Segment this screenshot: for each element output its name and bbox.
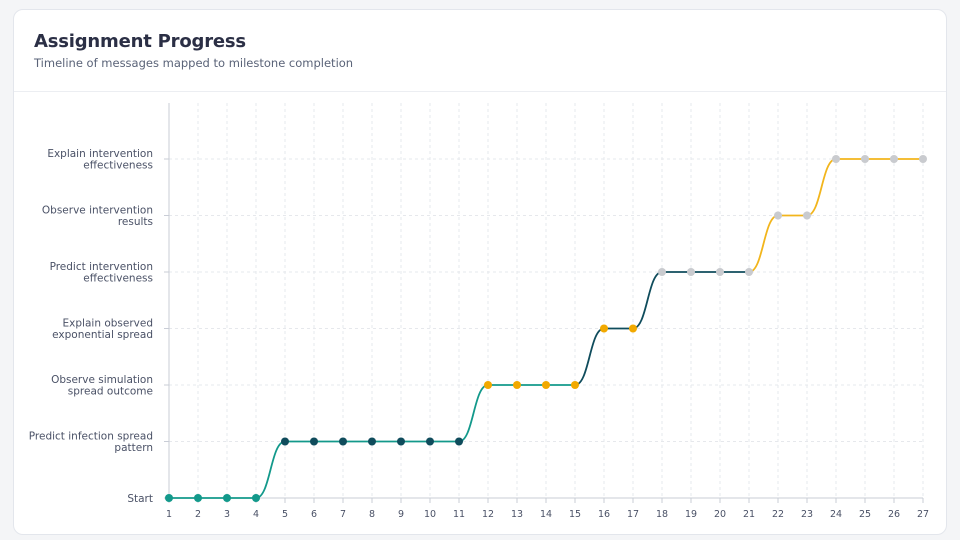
chart-title: Assignment Progress [34, 31, 246, 52]
x-tick-label-19: 19 [685, 509, 697, 520]
data-point-2 [194, 494, 202, 502]
data-point-25 [861, 155, 869, 163]
x-tick-label-6: 6 [311, 509, 317, 520]
x-tick-label-11: 11 [453, 509, 465, 520]
data-point-17 [629, 324, 637, 333]
x-tick-label-12: 12 [482, 509, 494, 520]
y-tick-label-1: Predict infection spread pattern [29, 430, 153, 454]
data-point-21 [745, 268, 753, 276]
data-point-22 [774, 211, 782, 220]
x-tick-label-15: 15 [569, 509, 581, 520]
data-point-3 [223, 494, 231, 502]
progress-line-segment-2 [458, 384, 575, 443]
data-point-27 [919, 155, 927, 163]
data-point-12 [484, 381, 492, 389]
chart-subtitle: Timeline of messages mapped to milestone… [34, 56, 354, 70]
data-point-16 [600, 324, 608, 333]
data-point-5 [281, 437, 289, 446]
data-point-26 [890, 155, 898, 163]
x-tick-label-24: 24 [830, 509, 842, 520]
x-tick-label-16: 16 [598, 509, 610, 520]
card-header: Assignment Progress Timeline of messages… [14, 10, 946, 92]
data-point-15 [571, 381, 579, 389]
x-tick-label-10: 10 [424, 509, 436, 520]
data-point-1 [165, 494, 173, 502]
data-point-23 [803, 211, 811, 220]
x-tick-label-5: 5 [282, 509, 288, 520]
data-point-8 [368, 437, 376, 446]
progress-line-segment-3 [574, 271, 663, 386]
x-tick-label-22: 22 [772, 509, 784, 520]
data-point-10 [426, 437, 434, 446]
data-point-14 [542, 381, 550, 389]
x-tick-label-7: 7 [340, 509, 346, 520]
data-point-13 [513, 381, 521, 389]
y-tick-label-5: Observe intervention results [42, 204, 153, 228]
y-tick-label-0: Start [127, 493, 153, 505]
data-point-9 [397, 437, 405, 446]
y-tick-label-6: Explain intervention effectiveness [47, 148, 153, 172]
y-tick-label-4: Predict intervention effectiveness [50, 261, 153, 285]
x-tick-label-9: 9 [398, 509, 404, 520]
data-point-11 [455, 437, 463, 446]
data-point-6 [310, 437, 318, 446]
x-tick-label-20: 20 [714, 509, 726, 520]
x-tick-label-4: 4 [253, 509, 259, 520]
data-point-7 [339, 437, 347, 446]
x-tick-label-1: 1 [166, 509, 172, 520]
x-tick-label-26: 26 [888, 509, 900, 520]
x-tick-label-25: 25 [859, 509, 871, 520]
x-tick-label-17: 17 [627, 509, 639, 520]
data-point-20 [716, 268, 724, 276]
x-tick-label-14: 14 [540, 509, 552, 520]
y-tick-label-2: Observe simulation spread outcome [51, 374, 153, 398]
data-point-4 [252, 494, 260, 502]
x-tick-label-18: 18 [656, 509, 668, 520]
x-tick-label-2: 2 [195, 509, 201, 520]
x-tick-label-27: 27 [917, 509, 929, 520]
x-tick-label-8: 8 [369, 509, 375, 520]
x-tick-label-3: 3 [224, 509, 230, 520]
data-point-18 [658, 268, 666, 276]
x-tick-label-21: 21 [743, 509, 755, 520]
y-tick-label-3: Explain observed exponential spread [52, 317, 153, 341]
data-point-19 [687, 268, 695, 276]
x-tick-label-13: 13 [511, 509, 523, 520]
data-point-24 [832, 155, 840, 163]
x-tick-label-23: 23 [801, 509, 813, 520]
